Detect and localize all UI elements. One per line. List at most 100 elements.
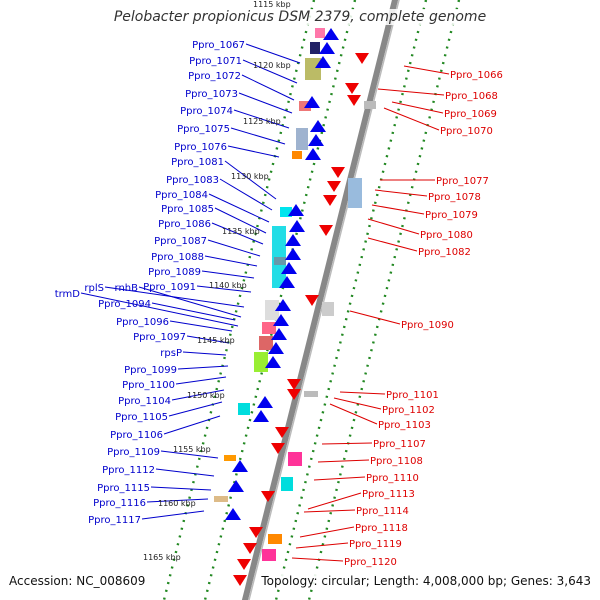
reverse-gene-leader bbox=[367, 237, 418, 252]
accession-text: Accession: NC_008609 bbox=[9, 574, 146, 588]
reverse-gene-label: Ppro_1102 bbox=[382, 405, 435, 416]
forward-gene-label: Ppro_1117 bbox=[88, 515, 141, 526]
kbp-tick-label: 1155 kbp bbox=[173, 445, 211, 454]
gene-block bbox=[296, 128, 308, 150]
forward-gene-arrow bbox=[305, 148, 321, 160]
forward-gene-label: Ppro_1099 bbox=[124, 365, 177, 376]
kbp-tick-label: 1160 kbp bbox=[158, 499, 196, 508]
forward-gene-leader bbox=[219, 178, 273, 211]
backbone-layer bbox=[241, 0, 400, 600]
reverse-gene-label: Ppro_1079 bbox=[425, 210, 478, 221]
reverse-gene-label: Ppro_1113 bbox=[362, 489, 415, 500]
genome-summary-text: Topology: circular; Length: 4,008,000 bp… bbox=[261, 574, 591, 588]
forward-gene-leader bbox=[208, 193, 270, 223]
forward-gene-arrow bbox=[275, 299, 291, 311]
forward-gene-label: Ppro_1100 bbox=[122, 380, 175, 391]
gene-block bbox=[292, 151, 302, 159]
reverse-gene-label: Ppro_1068 bbox=[445, 91, 498, 102]
forward-gene-arrow bbox=[285, 248, 301, 260]
forward-gene-label: Ppro_1084 bbox=[155, 190, 208, 201]
forward-gene-label: Ppro_1096 bbox=[116, 317, 169, 328]
forward-gene-leader bbox=[141, 510, 205, 520]
gene-block bbox=[262, 322, 276, 334]
forward-gene-arrow bbox=[281, 262, 297, 274]
kbp-tick-label: 1125 kbp bbox=[243, 117, 281, 126]
reverse-gene-label: Ppro_1082 bbox=[418, 247, 471, 258]
kbp-tick-label: 1145 kbp bbox=[197, 336, 235, 345]
forward-gene-leader bbox=[207, 239, 261, 257]
forward-gene-label: Ppro_1085 bbox=[161, 204, 214, 215]
forward-gene-leader bbox=[80, 292, 239, 327]
reverse-gene-leader bbox=[313, 476, 366, 481]
forward-gene-leader bbox=[230, 127, 286, 145]
reverse-gene-leader bbox=[371, 204, 425, 215]
gene-block bbox=[315, 28, 325, 38]
kbp-tick-label: 1130 kbp bbox=[231, 172, 269, 181]
reverse-gene-leader bbox=[391, 101, 444, 114]
reverse-gene-arrow bbox=[243, 543, 257, 554]
reverse-gene-leader bbox=[303, 509, 356, 513]
reverse-gene-label: Ppro_1069 bbox=[444, 109, 497, 120]
forward-gene-leader bbox=[238, 92, 293, 114]
forward-gene-label: Ppro_1091 bbox=[143, 282, 196, 293]
reverse-gene-label: Ppro_1120 bbox=[344, 557, 397, 568]
forward-gene-leader bbox=[186, 335, 230, 344]
forward-gene-label: Ppro_1076 bbox=[174, 142, 227, 153]
reverse-gene-leader bbox=[367, 218, 420, 235]
reverse-gene-label: Ppro_1077 bbox=[436, 176, 489, 187]
gene-block bbox=[322, 302, 334, 316]
kbp-tick-label: 1135 kbp bbox=[222, 227, 260, 236]
forward-gene-arrow bbox=[279, 276, 295, 288]
forward-gene-label: Ppro_1075 bbox=[177, 124, 230, 135]
forward-gene-label: Ppro_1073 bbox=[185, 89, 238, 100]
kbp-tick-label: 1120 kbp bbox=[253, 61, 291, 70]
reverse-gene-leader bbox=[321, 442, 373, 445]
forward-gene-leader bbox=[171, 389, 225, 401]
forward-gene-arrow bbox=[310, 120, 326, 132]
reverse-gene-label: Ppro_1107 bbox=[373, 439, 426, 450]
forward-gene-label: Ppro_1109 bbox=[107, 447, 160, 458]
forward-gene-arrow bbox=[273, 314, 289, 326]
reverse-gene-leader bbox=[317, 459, 370, 463]
forward-gene-label: Ppro_1087 bbox=[154, 236, 207, 247]
gene-block bbox=[281, 477, 293, 491]
kbp-tick-label: 1140 kbp bbox=[209, 281, 247, 290]
gene-block bbox=[274, 257, 286, 265]
reverse-gene-arrow bbox=[287, 379, 301, 390]
forward-gene-leader bbox=[169, 320, 233, 332]
kbp-scale-layer: 1115 kbp 1120 kbp 1125 kbp 1130 kbp 1135 kbp… bbox=[143, 0, 291, 562]
forward-gene-arrow bbox=[265, 356, 281, 368]
reverse-gene-arrow bbox=[275, 427, 289, 438]
forward-gene-arrow bbox=[323, 28, 339, 40]
reverse-gene-arrow bbox=[237, 559, 251, 570]
genome-backbone bbox=[241, 0, 399, 600]
reverse-gene-label: Ppro_1118 bbox=[355, 523, 408, 534]
reverse-gene-leader bbox=[403, 65, 450, 75]
kbp-tick-label: 1115 kbp bbox=[253, 0, 291, 9]
forward-gene-arrow bbox=[308, 134, 324, 146]
reverse-gene-arrow bbox=[233, 575, 247, 586]
reverse-gene-arrow bbox=[347, 95, 361, 106]
forward-gene-label: Ppro_1089 bbox=[148, 267, 201, 278]
forward-gene-label: rplS bbox=[84, 283, 104, 294]
reverse-gene-arrow bbox=[305, 295, 319, 306]
forward-gene-arrow bbox=[319, 42, 335, 54]
reverse-strand-layer: Ppro_1066 Ppro_1068 Ppro_1069 Ppro_1070 Ppro… bbox=[291, 65, 503, 568]
forward-gene-arrow bbox=[228, 480, 244, 492]
forward-gene-leader bbox=[204, 255, 258, 267]
forward-gene-arrow bbox=[257, 396, 273, 408]
reverse-gene-leader bbox=[307, 492, 362, 510]
forward-gene-leader bbox=[182, 351, 227, 356]
forward-gene-label: Ppro_1088 bbox=[151, 252, 204, 263]
kbp-tick-label: 1150 kbp bbox=[187, 391, 225, 400]
gene-block bbox=[299, 101, 311, 111]
forward-gene-arrow bbox=[253, 410, 269, 422]
forward-gene-label: Ppro_1067 bbox=[192, 40, 245, 51]
reverse-gene-arrow bbox=[319, 225, 333, 236]
reverse-gene-label: Ppro_1103 bbox=[378, 420, 431, 431]
reverse-gene-arrow bbox=[249, 527, 263, 538]
forward-gene-label: Ppro_1083 bbox=[166, 175, 219, 186]
forward-gene-label: Ppro_1104 bbox=[118, 396, 171, 407]
reverse-gene-arrow bbox=[271, 443, 285, 454]
